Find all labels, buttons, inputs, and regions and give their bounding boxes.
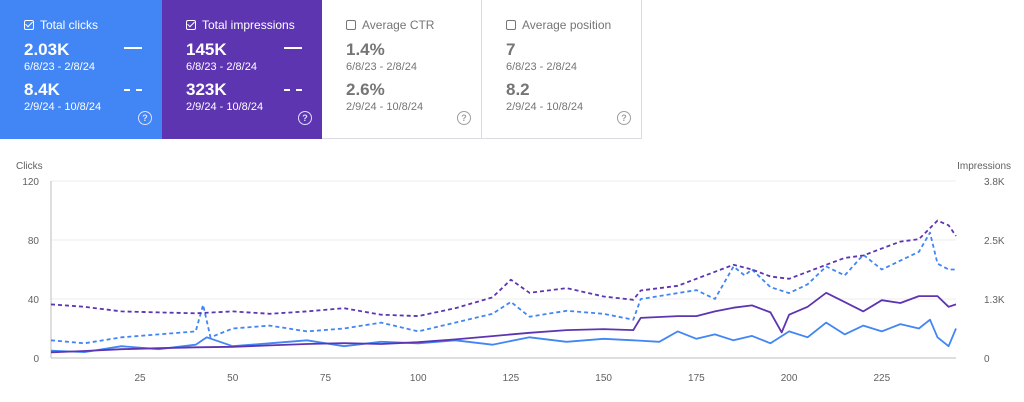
current-range: 6/8/23 - 2/8/24 (24, 61, 95, 73)
current-range: 6/8/23 - 2/8/24 (186, 61, 257, 73)
y-tick-label-right: 1.3K (984, 295, 1005, 306)
compare-range: 2/9/24 - 10/8/24 (346, 101, 424, 113)
checkbox-checked-icon[interactable] (24, 20, 34, 30)
compare-value: 2.6% (346, 80, 385, 99)
dashed-line-legend-icon (124, 89, 142, 91)
average-ctr-card[interactable]: Average CTR 1.4% 6/8/23 - 2/8/24 2.6% 2/… (322, 0, 482, 139)
compare-value: 8.2 (506, 80, 530, 99)
x-tick-label: 175 (688, 373, 705, 384)
current-value: 1.4% (346, 40, 385, 59)
chart-series (50, 219, 957, 354)
help-icon[interactable]: ? (138, 111, 152, 125)
x-tick-label: 225 (873, 373, 890, 384)
compare-range: 2/9/24 - 10/8/24 (24, 101, 102, 113)
x-tick-label: 75 (320, 373, 332, 384)
total-impressions-toggle[interactable]: Total impressions (186, 16, 322, 34)
total-impressions-card[interactable]: Total impressions 145K 6/8/23 - 2/8/24 3… (162, 0, 322, 139)
y-axis-title-left: Clicks (16, 161, 43, 172)
checkbox-checked-icon[interactable] (186, 20, 196, 30)
y-tick-label-right: 2.5K (984, 236, 1005, 247)
checkbox-unchecked-icon[interactable] (346, 20, 356, 30)
performance-chart[interactable]: 0 0 40 1.3K 80 2.5K 120 3.8K Clicks Impressions 25… (0, 150, 1024, 402)
current-range: 6/8/23 - 2/8/24 (506, 61, 577, 73)
compare-value: 323K (186, 80, 227, 99)
card-label: Average CTR (362, 18, 435, 32)
y-tick-label-left: 80 (28, 236, 40, 247)
average-position-toggle[interactable]: Average position (506, 16, 641, 34)
y-tick-label-left: 40 (28, 295, 40, 306)
chart-grid (50, 180, 956, 359)
compare-range: 2/9/24 - 10/8/24 (186, 101, 264, 113)
dashed-line-legend-icon (284, 89, 302, 91)
y-tick-label-left: 0 (33, 354, 39, 365)
y-tick-label-right: 3.8K (984, 177, 1005, 188)
x-tick-label: 200 (781, 373, 798, 384)
checkbox-unchecked-icon[interactable] (506, 20, 516, 30)
current-impressions-line (50, 291, 957, 354)
x-tick-label: 150 (595, 373, 612, 384)
chart-labels: 0 0 40 1.3K 80 2.5K 120 3.8K Clicks Impressions 25… (16, 161, 1011, 384)
average-position-card[interactable]: Average position 7 6/8/23 - 2/8/24 8.2 2… (482, 0, 642, 139)
help-icon[interactable]: ? (457, 111, 471, 125)
card-label: Average position (522, 18, 612, 32)
current-value: 2.03K (24, 40, 70, 59)
x-tick-label: 25 (134, 373, 146, 384)
help-icon[interactable]: ? (617, 111, 631, 125)
x-tick-label: 100 (410, 373, 427, 384)
y-tick-label-left: 120 (22, 177, 39, 188)
total-clicks-card[interactable]: Total clicks 2.03K 6/8/23 - 2/8/24 8.4K … (0, 0, 162, 139)
compare-impressions-line (50, 219, 957, 318)
metric-cards: Total clicks 2.03K 6/8/23 - 2/8/24 8.4K … (0, 0, 642, 139)
compare-value: 8.4K (24, 80, 60, 99)
card-label: Total clicks (40, 18, 99, 32)
x-tick-label: 50 (227, 373, 239, 384)
compare-range: 2/9/24 - 10/8/24 (506, 101, 584, 113)
card-label: Total impressions (202, 18, 295, 32)
x-tick-label: 125 (503, 373, 520, 384)
solid-line-legend-icon (284, 47, 302, 49)
average-ctr-toggle[interactable]: Average CTR (346, 16, 481, 34)
current-value: 145K (186, 40, 227, 59)
solid-line-legend-icon (124, 47, 142, 49)
total-clicks-toggle[interactable]: Total clicks (24, 16, 162, 34)
compare-clicks-line (50, 231, 956, 345)
y-axis-title-right: Impressions (957, 161, 1011, 172)
help-icon[interactable]: ? (298, 111, 312, 125)
current-value: 7 (506, 40, 516, 59)
y-tick-label-right: 0 (984, 354, 990, 365)
current-range: 6/8/23 - 2/8/24 (346, 61, 417, 73)
